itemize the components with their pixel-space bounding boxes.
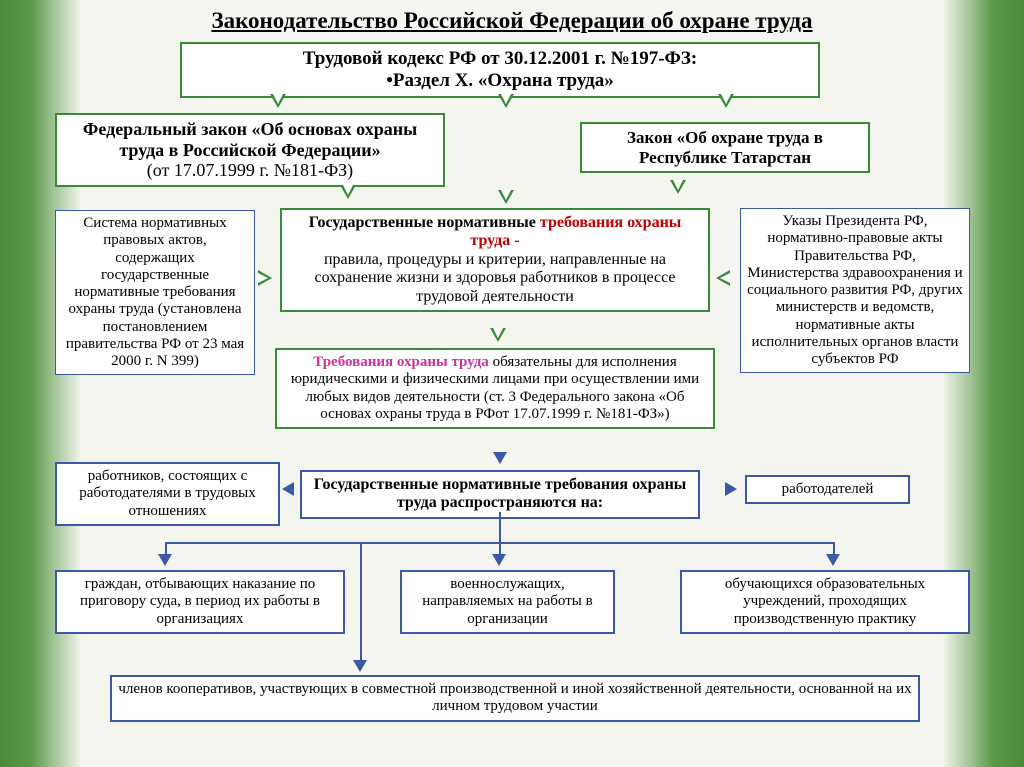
- arrow-icon: [716, 270, 730, 286]
- arrow-icon: [492, 554, 506, 566]
- tatarstan-l1: Закон «Об охране труда в: [588, 128, 862, 148]
- arrow-icon: [158, 554, 172, 566]
- codex-line1: Трудовой кодекс РФ от 30.12.2001 г. №197…: [188, 48, 812, 70]
- arrow-icon: [340, 185, 356, 199]
- mandatory-box: Требования охраны труда обязательны для …: [275, 348, 715, 429]
- codex-box: Трудовой кодекс РФ от 30.12.2001 г. №197…: [180, 42, 820, 98]
- fedlaw-l3: (от 17.07.1999 г. №181-ФЗ): [63, 160, 437, 181]
- decrees-box: Указы Президента РФ, нормативно-правовые…: [740, 208, 970, 373]
- tatarstan-l2: Республике Татарстан: [588, 148, 862, 168]
- arrow-icon: [493, 452, 507, 464]
- codex-line2: •Раздел X. «Охрана труда»: [188, 70, 812, 92]
- workers-box: работников, состоящих с работодателями в…: [55, 462, 280, 526]
- arrow-icon: [282, 482, 294, 496]
- military-box: военнослужащих, направляемых на работы в…: [400, 570, 615, 634]
- students-box: обучающихся образовательных учреждений, …: [680, 570, 970, 634]
- employers-box: работодателей: [745, 475, 910, 504]
- fedlaw-l1: Федеральный закон «Об основах охраны: [63, 119, 437, 140]
- arrow-icon: [670, 180, 686, 194]
- system-box: Система нормативных правовых актов, соде…: [55, 210, 255, 375]
- citizens-box: граждан, отбывающих наказание по пригово…: [55, 570, 345, 634]
- gosreq-head: Государственные нормативные: [309, 214, 540, 231]
- federal-law-box: Федеральный закон «Об основах охраны тру…: [55, 113, 445, 187]
- coop-box: членов кооперативов, участвующих в совме…: [110, 675, 920, 722]
- tatarstan-box: Закон «Об охране труда в Республике Тата…: [580, 122, 870, 173]
- connector-line: [499, 512, 501, 544]
- gosreq-body: правила, процедуры и критерии, направлен…: [288, 251, 702, 306]
- arrow-icon: [498, 94, 514, 108]
- connector-line: [360, 542, 362, 662]
- arrow-icon: [270, 94, 286, 108]
- arrow-icon: [498, 190, 514, 204]
- arrow-icon: [725, 482, 737, 496]
- fedlaw-l2: труда в Российской Федерации»: [63, 140, 437, 161]
- arrow-icon: [258, 270, 272, 286]
- arrow-icon: [718, 94, 734, 108]
- arrow-icon: [490, 328, 506, 342]
- mandatory-head: Требования охраны труда: [313, 354, 492, 370]
- arrow-icon: [353, 660, 367, 672]
- gos-req-box: Государственные нормативные требования о…: [280, 208, 710, 312]
- arrow-icon: [826, 554, 840, 566]
- page-title: Законодательство Российской Федерации об…: [0, 0, 1024, 38]
